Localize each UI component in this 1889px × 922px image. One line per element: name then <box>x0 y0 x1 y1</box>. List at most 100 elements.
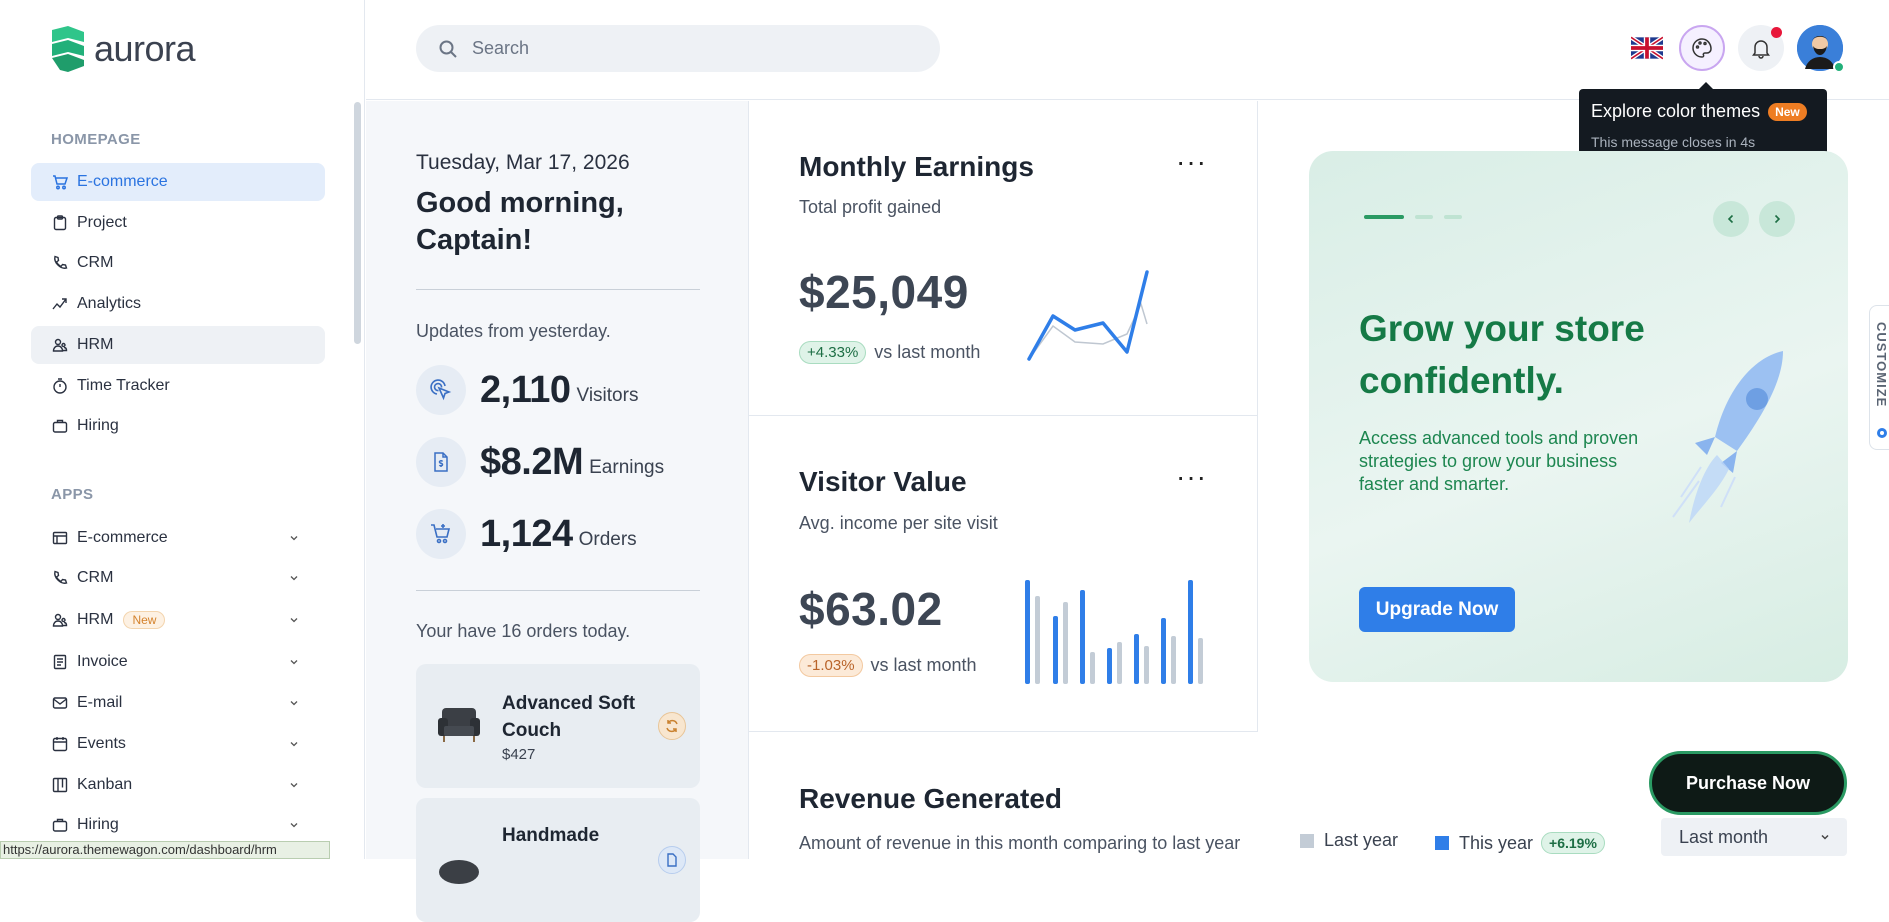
card-title: Monthly Earnings <box>799 151 1034 182</box>
gear-icon <box>1877 428 1887 438</box>
stat-earnings: $8.2M Earnings <box>416 437 664 487</box>
carousel-prev-button[interactable] <box>1713 201 1749 237</box>
notification-dot <box>1771 27 1782 38</box>
uk-flag-icon[interactable] <box>1631 36 1663 60</box>
topbar: Search <box>366 0 1889 100</box>
promo-body: Access advanced tools and proven strateg… <box>1359 428 1639 494</box>
more-options-icon[interactable]: ··· <box>1176 461 1207 492</box>
sidebar-item-label: Kanban <box>77 776 133 793</box>
sidebar-item-hrm[interactable]: HRM <box>31 326 325 364</box>
stat-value: $8.2M <box>480 440 584 483</box>
product-card[interactable]: Handmade <box>416 798 700 922</box>
calendar-icon <box>51 735 69 753</box>
sidebar-item-apps-hiring[interactable]: Hiring <box>31 806 325 844</box>
carousel-indicator-active[interactable] <box>1364 215 1404 219</box>
legend-label: This year <box>1459 832 1534 853</box>
bell-icon <box>1752 40 1770 59</box>
user-avatar-icon <box>1797 25 1843 71</box>
legend-this-year[interactable]: This year +6.19% <box>1435 832 1605 854</box>
legend-label: Last year <box>1324 830 1399 850</box>
tooltip-title: Explore color themes <box>1591 101 1761 121</box>
color-theme-button[interactable] <box>1679 25 1725 71</box>
monthly-earnings-card: Monthly Earnings ··· Total profit gained… <box>749 101 1258 416</box>
sync-icon[interactable] <box>658 712 686 740</box>
purchase-now-button[interactable]: Purchase Now <box>1649 751 1847 815</box>
earnings-sparkline <box>1027 270 1149 361</box>
stat-orders: 1,124 Orders <box>416 509 637 559</box>
avatar[interactable] <box>1797 25 1845 73</box>
sidebar-item-label: Analytics <box>77 295 142 312</box>
sidebar-item-apps-crm[interactable]: CRM <box>31 559 325 597</box>
upgrade-now-button[interactable]: Upgrade Now <box>1359 587 1515 632</box>
carousel-indicator[interactable] <box>1444 215 1462 219</box>
change-badge: +4.33% <box>799 341 867 364</box>
visitor-value-card: Visitor Value ··· Avg. income per site v… <box>749 416 1258 732</box>
analytics-icon <box>51 295 69 313</box>
legend-swatch <box>1300 833 1314 848</box>
sidebar-item-apps-email[interactable]: E-mail <box>31 684 325 722</box>
chevron-right-icon <box>1774 214 1781 224</box>
sidebar-item-analytics[interactable]: Analytics <box>31 285 325 323</box>
sidebar-item-label: E-commerce <box>77 529 168 546</box>
greeting-line-2: Captain! <box>416 224 532 256</box>
document-icon[interactable] <box>658 846 686 874</box>
card-title: Visitor Value <box>799 466 967 497</box>
carousel-indicator[interactable] <box>1415 215 1433 219</box>
earnings-value: $25,049 <box>799 266 969 318</box>
sidebar-item-crm[interactable]: CRM <box>31 244 325 282</box>
users-icon <box>51 611 69 629</box>
stat-value: 2,110 <box>480 368 571 411</box>
stat-value: 1,124 <box>480 512 573 555</box>
legend-swatch <box>1435 836 1449 850</box>
chevron-down-icon <box>290 660 298 665</box>
card-subtitle: Avg. income per site visit <box>799 513 998 533</box>
greeting-title: Good morning, Captain! <box>416 185 624 259</box>
promo-title: Grow your store confidently. <box>1359 308 1645 401</box>
sidebar-item-apps-hrm[interactable]: HRM New <box>31 601 325 639</box>
clipboard-icon <box>51 214 69 232</box>
sidebar-item-apps-events[interactable]: Events <box>31 725 325 763</box>
phone-icon <box>51 254 69 272</box>
period-select[interactable]: Last month <box>1661 818 1847 856</box>
logo[interactable]: aurora <box>50 26 196 72</box>
product-name: Advanced Soft Couch <box>502 693 636 741</box>
sidebar-item-hiring[interactable]: Hiring <box>31 407 325 445</box>
legend-last-year[interactable]: Last year <box>1300 830 1398 851</box>
sidebar-item-ecommerce[interactable]: E-commerce <box>31 163 325 201</box>
search-input[interactable]: Search <box>416 25 940 72</box>
sidebar-item-label: Hiring <box>77 417 119 434</box>
sidebar-scrollbar[interactable] <box>354 102 361 344</box>
promo-banner: Grow your store confidently. Access adva… <box>1309 151 1848 682</box>
product-card[interactable]: Advanced Soft Couch $427 <box>416 664 700 788</box>
chevron-down-icon <box>290 742 298 747</box>
sidebar-item-apps-kanban[interactable]: Kanban <box>31 766 325 804</box>
notifications-button[interactable] <box>1738 25 1784 71</box>
current-date: Tuesday, Mar 17, 2026 <box>416 151 630 174</box>
sidebar-item-label: CRM <box>77 569 114 586</box>
comparison-label: vs last month <box>874 342 981 362</box>
users-icon <box>51 336 69 354</box>
sidebar-item-project[interactable]: Project <box>31 204 325 242</box>
sidebar-item-apps-ecommerce[interactable]: E-commerce <box>31 519 325 557</box>
sidebar-item-label: CRM <box>77 254 114 271</box>
chevron-down-icon <box>290 823 298 828</box>
section-title-homepage: HOMEPAGE <box>51 131 141 148</box>
sidebar-item-time-tracker[interactable]: Time Tracker <box>31 367 325 405</box>
carousel-next-button[interactable] <box>1759 201 1795 237</box>
customize-tab[interactable]: CUSTOMIZE <box>1869 305 1889 450</box>
greeting-panel: Tuesday, Mar 17, 2026 Good morning, Capt… <box>366 101 749 922</box>
chevron-down-icon <box>290 576 298 581</box>
updates-title: Updates from yesterday. <box>416 321 611 341</box>
card-subtitle: Total profit gained <box>799 197 942 217</box>
change-badge: +6.19% <box>1541 832 1605 854</box>
more-options-icon[interactable]: ··· <box>1176 146 1207 177</box>
stat-visitors: 2,110 Visitors <box>416 365 638 415</box>
sidebar-item-apps-invoice[interactable]: Invoice <box>31 643 325 681</box>
comparison-label: vs last month <box>870 655 977 675</box>
chevron-down-icon <box>290 701 298 706</box>
change-badge: -1.03% <box>799 654 863 677</box>
cursor-click-icon <box>416 365 466 415</box>
visitor-comparison: -1.03% vs last month <box>799 654 977 677</box>
chevron-down-icon <box>290 618 298 623</box>
greeting-line-1: Good morning, <box>416 187 624 219</box>
